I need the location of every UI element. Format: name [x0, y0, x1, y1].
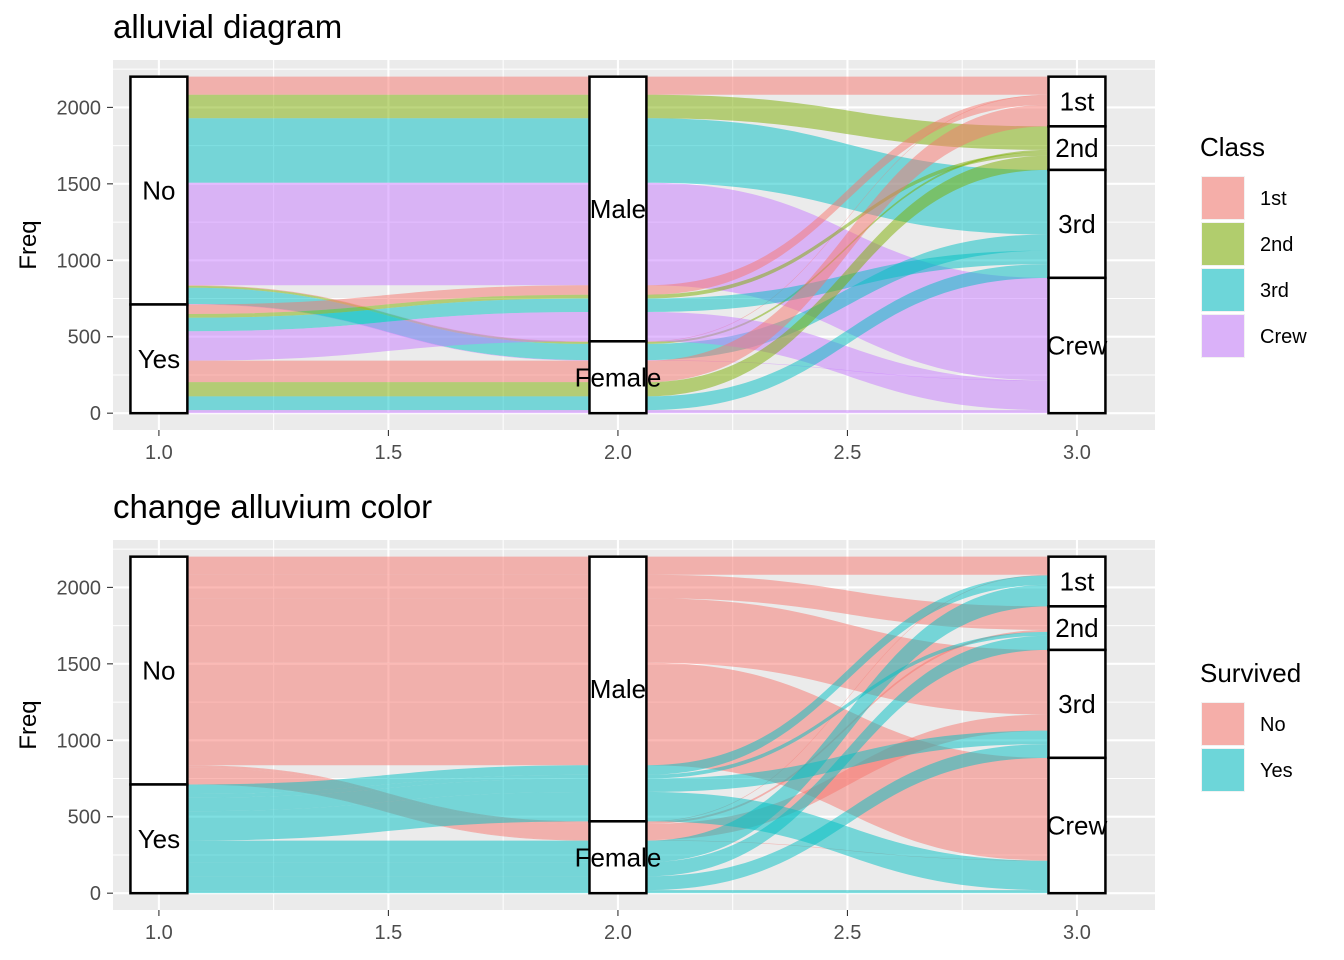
- y-axis-title: Freq: [15, 220, 42, 269]
- y-axis-title: Freq: [15, 700, 42, 749]
- alluvium-no-male-2nd: [130, 574, 1106, 630]
- y-tick-label: 1000: [57, 250, 102, 272]
- alluvium-yes-female-3rd: [130, 264, 1106, 411]
- alluvium-yes-female-3rd: [130, 744, 1106, 891]
- y-tick-label: 2000: [57, 577, 102, 599]
- stratum-box-yes: [129, 783, 189, 895]
- x-tick-label: 1.5: [375, 442, 403, 464]
- y-tick-label: 500: [68, 807, 101, 829]
- stratum-label-no: No: [142, 176, 175, 206]
- alluvium-yes-male-3rd: [130, 250, 1106, 332]
- x-tick-label: 2.5: [834, 442, 862, 464]
- strata: No Yes Male Female 1st 2nd 3rd Crew: [129, 75, 1108, 415]
- legend-swatch-no: [1202, 703, 1244, 745]
- legend-swatch-3rd: [1202, 269, 1244, 311]
- stratum-box-female: [588, 340, 648, 415]
- stratum-box-crew: [1047, 276, 1107, 415]
- legend-swatch-yes: [1202, 749, 1244, 791]
- x-tick-label: 1.5: [375, 922, 403, 944]
- stratum-box-no: [129, 75, 189, 306]
- x-tick-label: 3.0: [1063, 442, 1091, 464]
- x-tick-label: 1.0: [145, 442, 173, 464]
- stratum-label-2nd: 2nd: [1055, 613, 1098, 643]
- legend-label-3rd: 3rd: [1260, 280, 1289, 302]
- alluvium-no-female-3rd: [130, 714, 1106, 841]
- stratum-label-yes: Yes: [138, 344, 180, 374]
- change-alluvium-color-chart: change alluvium color Freq Survived 1.0 1…: [15, 488, 1301, 944]
- stratum-label-1st: 1st: [1060, 87, 1095, 117]
- stratum-label-female: Female: [575, 362, 662, 392]
- stratum-box-male: [588, 555, 648, 823]
- y-tick-label: 0: [90, 883, 101, 905]
- legend-title: Survived: [1200, 658, 1301, 688]
- y-tick-label: 1000: [57, 730, 102, 752]
- stratum-label-1st: 1st: [1060, 567, 1095, 597]
- legend-label-yes: Yes: [1260, 760, 1293, 782]
- axes: 1.0 1.5 2.0 2.5 3.0 0 500 1000 1500 2000: [57, 577, 1091, 944]
- legend: No Yes: [1201, 702, 1293, 792]
- alluvium-yes-male-3rd: [130, 730, 1106, 812]
- legend-swatch-1st: [1202, 177, 1244, 219]
- stratum-label-crew: Crew: [1047, 811, 1108, 841]
- legend-title: Class: [1200, 132, 1265, 162]
- x-tick-label: 3.0: [1063, 922, 1091, 944]
- x-tick-label: 2.0: [604, 922, 632, 944]
- stratum-box-crew: [1047, 756, 1107, 895]
- y-tick-label: 1500: [57, 174, 102, 196]
- stratum-label-male: Male: [590, 194, 646, 224]
- stratum-label-3rd: 3rd: [1058, 689, 1096, 719]
- x-tick-label: 2.5: [834, 922, 862, 944]
- y-tick-label: 500: [68, 327, 101, 349]
- stratum-label-no: No: [142, 656, 175, 686]
- stratum-label-female: Female: [575, 842, 662, 872]
- strata: No Yes Male Female 1st 2nd 3rd Crew: [129, 555, 1108, 895]
- alluvium-no-female-3rd: [130, 234, 1106, 361]
- stratum-label-2nd: 2nd: [1055, 133, 1098, 163]
- x-tick-label: 1.0: [145, 922, 173, 944]
- stratum-label-crew: Crew: [1047, 331, 1108, 361]
- stratum-box-male: [588, 75, 648, 343]
- stratum-label-male: Male: [590, 674, 646, 704]
- legend-label-no: No: [1260, 714, 1286, 736]
- legend-swatch-2nd: [1202, 223, 1244, 265]
- stratum-label-yes: Yes: [138, 824, 180, 854]
- alluvium-yes-male-crew: [130, 791, 1106, 891]
- legend-label-2nd: 2nd: [1260, 234, 1293, 256]
- legend-label-crew: Crew: [1260, 326, 1307, 348]
- axes: 1.0 1.5 2.0 2.5 3.0 0 500 1000 1500 2000: [57, 97, 1091, 464]
- legend-swatch-crew: [1202, 315, 1244, 357]
- y-tick-label: 1500: [57, 654, 102, 676]
- stratum-box-female: [588, 820, 648, 895]
- x-tick-label: 2.0: [604, 442, 632, 464]
- alluvium-no-male-2nd: [130, 94, 1106, 150]
- stratum-box-yes: [129, 303, 189, 415]
- legend: 1st 2nd 3rd Crew: [1201, 176, 1307, 358]
- alluvial-diagram-chart: alluvial diagram Freq Class 1.0 1.5 2.0 2.5…: [15, 8, 1307, 464]
- chart-title: alluvial diagram: [113, 8, 342, 45]
- stratum-box-2nd: [1047, 605, 1107, 652]
- y-tick-label: 2000: [57, 97, 102, 119]
- legend-label-1st: 1st: [1260, 188, 1287, 210]
- chart-title: change alluvium color: [113, 488, 432, 525]
- y-tick-label: 0: [90, 403, 101, 425]
- stratum-label-3rd: 3rd: [1058, 209, 1096, 239]
- alluvium-yes-male-crew: [130, 311, 1106, 411]
